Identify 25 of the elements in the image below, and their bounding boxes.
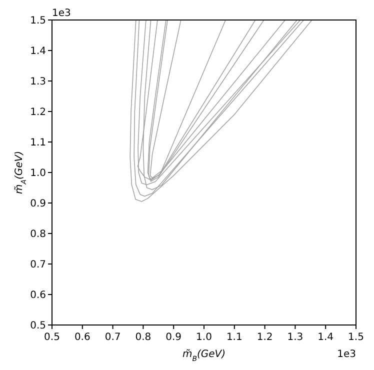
x-tick-label: 1.2 [256,332,273,343]
x-tick-label: 0.7 [104,332,121,343]
y-tick-label: 1.4 [30,46,46,57]
x-tick-label: 1.1 [226,332,242,343]
x-tick-label: 0.5 [44,332,60,343]
y-tick-label: 1.3 [30,76,46,88]
x-tick-label: 0.6 [74,332,90,343]
text: 1e3 [337,349,356,360]
x-tick-label: 1.5 [348,332,364,343]
y-tick-label: 0.7 [30,260,46,270]
x-tick-label: 0.8 [135,332,152,343]
y-tick-label: 1.1 [30,138,46,148]
y-tick-label: 1.0 [30,168,46,179]
x-tick-label: 1.0 [196,332,212,343]
x-tick-label: 1.3 [287,332,304,343]
y-tick-label: 0.8 [30,229,46,240]
y-tick-label: 0.9 [30,198,46,210]
y-tick-label: 1.2 [30,107,46,118]
y-tick-label: 0.6 [30,290,46,301]
y-tick-label: 0.5 [30,320,46,332]
text: 1e3 [52,8,71,19]
y-tick-label: 1.5 [30,16,46,26]
x-axis-title: m̃$_{B}$(GeV) [182,349,226,363]
x-tick-label: 0.9 [166,332,182,343]
x-tick-label: 1.4 [318,332,334,343]
